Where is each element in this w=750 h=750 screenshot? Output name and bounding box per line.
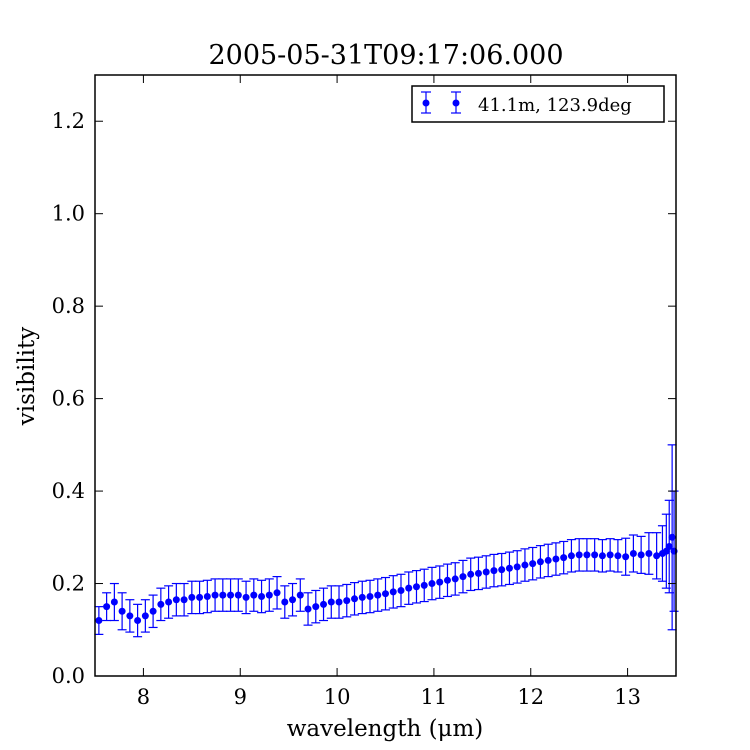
data-point xyxy=(536,558,544,566)
data-point xyxy=(591,551,599,559)
data-point xyxy=(575,551,583,559)
data-point xyxy=(289,596,297,604)
data-point xyxy=(242,593,250,601)
data-point xyxy=(118,607,126,615)
legend-point xyxy=(422,99,430,107)
data-point xyxy=(134,617,142,625)
data-point xyxy=(606,551,614,559)
chart-title: 2005-05-31T09:17:06.000 xyxy=(208,40,563,71)
data-point xyxy=(443,576,451,584)
data-point xyxy=(358,593,366,601)
y-tick-label: 0.8 xyxy=(52,294,85,318)
data-point xyxy=(196,593,204,601)
data-point xyxy=(273,589,281,597)
data-point xyxy=(474,569,482,577)
data-point xyxy=(304,605,312,613)
data-point xyxy=(320,600,328,608)
data-point xyxy=(203,592,211,600)
chart-marks xyxy=(94,444,679,638)
y-tick-label: 0.4 xyxy=(52,479,85,503)
data-point xyxy=(567,552,575,560)
data-point xyxy=(335,598,343,606)
data-point xyxy=(637,551,645,559)
x-tick-label: 11 xyxy=(421,685,448,709)
data-point xyxy=(560,554,568,562)
data-point xyxy=(188,593,196,601)
axis-ticks: 8 9 10 11 12 13 0.0 0.2 0.4 0.6 0.8 1.0 1.2 xyxy=(52,75,676,709)
data-point xyxy=(389,588,397,596)
data-point xyxy=(552,555,560,563)
data-point xyxy=(296,591,304,599)
data-point xyxy=(103,603,111,611)
data-point xyxy=(428,580,436,588)
data-point xyxy=(412,583,420,591)
x-tick-label: 9 xyxy=(234,685,247,709)
x-axis-label: wavelength (μm) xyxy=(287,716,484,742)
data-point xyxy=(250,591,258,599)
legend: 41.1m, 123.9deg xyxy=(411,85,665,123)
data-point xyxy=(343,597,351,605)
x-tick-label: 12 xyxy=(517,685,544,709)
legend-marker xyxy=(421,91,461,114)
data-point xyxy=(312,603,320,611)
data-point xyxy=(374,591,382,599)
data-point xyxy=(172,596,180,604)
data-point xyxy=(126,612,134,620)
data-point xyxy=(327,598,335,606)
y-axis-label: visibility xyxy=(14,327,40,427)
plot-frame xyxy=(94,74,677,677)
data-point xyxy=(141,612,149,620)
data-point xyxy=(622,553,630,561)
data-point xyxy=(149,607,157,615)
data-point xyxy=(366,592,374,600)
data-point xyxy=(110,598,118,606)
data-point xyxy=(180,596,188,604)
data-point xyxy=(505,564,513,572)
data-point xyxy=(211,591,219,599)
y-tick-label: 1.2 xyxy=(52,109,85,133)
data-point xyxy=(614,552,622,560)
data-point xyxy=(629,549,637,557)
data-point xyxy=(583,551,591,559)
x-tick-label: 10 xyxy=(324,685,351,709)
data-point xyxy=(498,566,506,574)
data-point xyxy=(234,591,242,599)
data-point xyxy=(451,575,459,583)
data-point xyxy=(95,617,103,625)
x-tick-label: 8 xyxy=(137,685,150,709)
y-tick-label: 1.0 xyxy=(52,202,85,226)
data-point xyxy=(544,556,552,564)
data-point xyxy=(653,552,661,560)
data-point xyxy=(513,563,521,571)
data-point xyxy=(405,584,413,592)
data-point xyxy=(436,578,444,586)
y-tick-label: 0.2 xyxy=(52,572,85,596)
data-point xyxy=(258,592,266,600)
data-point xyxy=(598,552,606,560)
data-point xyxy=(521,561,529,569)
data-point xyxy=(165,598,173,606)
data-point xyxy=(227,591,235,599)
data-point xyxy=(281,598,289,606)
data-point xyxy=(529,560,537,568)
y-tick-label: 0.0 xyxy=(52,664,85,688)
data-point xyxy=(351,595,359,603)
legend-point xyxy=(452,99,460,107)
data-point xyxy=(467,570,475,578)
data-point xyxy=(645,549,653,557)
data-point xyxy=(397,586,405,594)
data-point xyxy=(157,600,165,608)
data-point xyxy=(482,568,490,576)
data-point xyxy=(490,567,498,575)
data-point xyxy=(665,543,673,551)
data-point xyxy=(459,573,467,581)
data-point xyxy=(420,581,428,589)
x-tick-label: 13 xyxy=(614,685,641,709)
y-tick-label: 0.6 xyxy=(52,387,85,411)
legend-label: 41.1m, 123.9deg xyxy=(478,95,632,116)
data-point xyxy=(382,590,389,598)
data-point xyxy=(219,591,227,599)
data-point xyxy=(265,591,273,599)
